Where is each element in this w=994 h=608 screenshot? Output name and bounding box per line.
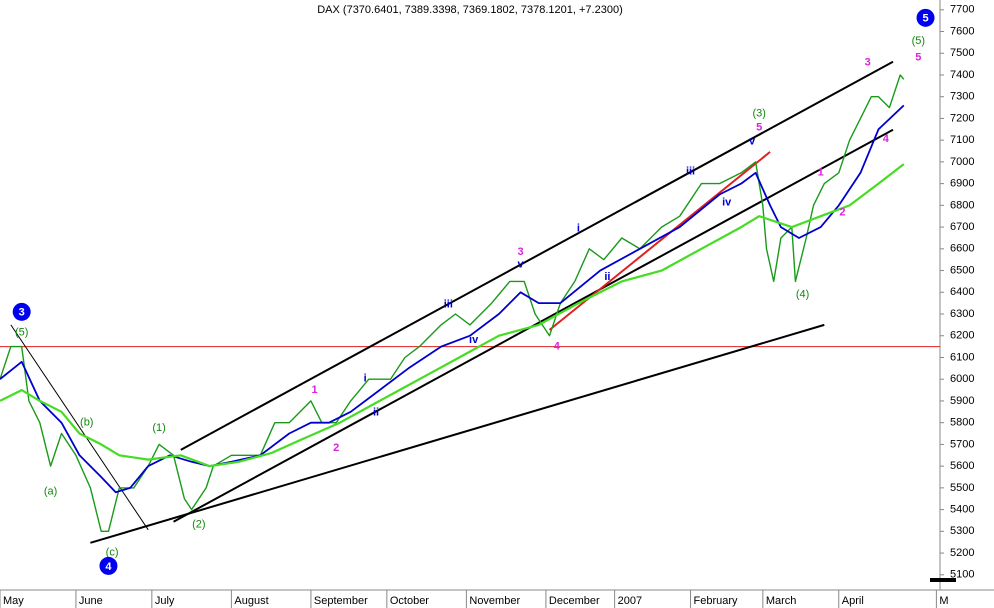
scroll-marker — [930, 578, 956, 582]
wave-label: 3 — [865, 57, 871, 69]
wave-label: i — [577, 223, 580, 235]
x-tick-label: 2007 — [618, 595, 642, 607]
wave-marker — [916, 8, 935, 27]
y-tick-label: 6700 — [950, 221, 974, 233]
series-line — [0, 104, 905, 494]
y-tick-label: 5900 — [950, 395, 974, 407]
wave-label: (5) — [912, 35, 925, 47]
wave-label: (1) — [152, 422, 165, 434]
wave-label: (4) — [796, 289, 809, 301]
y-tick-label: 6600 — [950, 243, 974, 255]
series-line — [0, 74, 905, 532]
y-tick-label: 7700 — [950, 4, 974, 16]
x-tick-label: November — [469, 595, 520, 607]
wave-label: 5 — [756, 122, 762, 134]
wave-label: iii — [444, 299, 453, 311]
y-tick-label: 7000 — [950, 156, 974, 168]
y-tick-label: 6900 — [950, 178, 974, 190]
y-tick-label: 7300 — [950, 91, 974, 103]
wave-label: (3) — [753, 108, 766, 120]
x-tick-label: February — [694, 595, 739, 607]
y-tick-label: 7100 — [950, 134, 974, 146]
wave-label: 4 — [105, 561, 112, 573]
x-tick-label: October — [390, 595, 429, 607]
trend-line — [180, 60, 894, 451]
wave-label: 3 — [518, 246, 524, 258]
x-tick-label: April — [842, 595, 864, 607]
wave-label: ii — [604, 271, 610, 283]
wave-label: (c) — [106, 547, 119, 559]
y-tick-label: 5200 — [950, 547, 974, 559]
x-tick-label: December — [549, 595, 600, 607]
wave-label: (2) — [192, 519, 205, 531]
x-tick-label: September — [314, 595, 368, 607]
y-tick-label: 7200 — [950, 112, 974, 124]
y-tick-label: 7600 — [950, 25, 974, 37]
y-tick-label: 6800 — [950, 199, 974, 211]
y-tick-label: 6200 — [950, 330, 974, 342]
wave-label: iii — [686, 166, 695, 178]
y-tick-label: 5500 — [950, 482, 974, 494]
wave-label: (b) — [80, 417, 93, 429]
trend-line — [90, 323, 825, 544]
y-tick-label: 6100 — [950, 351, 974, 363]
wave-marker — [99, 556, 118, 575]
wave-label: (5) — [15, 327, 28, 339]
y-tick-label: 5100 — [950, 569, 974, 581]
y-tick-label: 6500 — [950, 264, 974, 276]
wave-label: 3 — [19, 307, 25, 319]
y-tick-label: 6400 — [950, 286, 974, 298]
wave-label: 4 — [883, 133, 890, 145]
y-tick-label: 7500 — [950, 47, 974, 59]
wave-label: (a) — [44, 486, 57, 498]
x-tick-label: June — [79, 595, 103, 607]
wave-marker — [12, 302, 31, 321]
wave-label: iv — [469, 334, 479, 346]
wave-label: v — [749, 136, 756, 148]
wave-label: ii — [373, 407, 379, 419]
y-tick-label: 5600 — [950, 460, 974, 472]
y-tick-label: 5300 — [950, 525, 974, 537]
wave-label: 2 — [839, 207, 845, 219]
series-line — [0, 163, 905, 468]
wave-label: 1 — [311, 384, 317, 396]
trend-line — [10, 324, 149, 531]
wave-label: 5 — [922, 13, 928, 25]
y-tick-label: 5400 — [950, 504, 974, 516]
wave-label: 1 — [818, 167, 824, 179]
chart-title: DAX (7370.6401, 7389.3398, 7369.1802, 73… — [317, 4, 623, 16]
x-tick-label: March — [766, 595, 797, 607]
y-tick-label: 7400 — [950, 69, 974, 81]
wave-label: 5 — [915, 52, 921, 64]
y-tick-label: 6300 — [950, 308, 974, 320]
wave-label: v — [518, 259, 525, 271]
wave-label: 4 — [554, 341, 561, 353]
y-tick-label: 5800 — [950, 417, 974, 429]
y-tick-label: 5700 — [950, 438, 974, 450]
wave-label: i — [364, 373, 367, 385]
y-tick-label: 6000 — [950, 373, 974, 385]
x-tick-label: August — [234, 595, 268, 607]
x-tick-label: July — [155, 595, 175, 607]
wave-label: iv — [722, 197, 732, 209]
wave-label: 2 — [333, 442, 339, 454]
x-tick-label: May — [3, 595, 24, 607]
x-tick-label: M — [939, 595, 948, 607]
